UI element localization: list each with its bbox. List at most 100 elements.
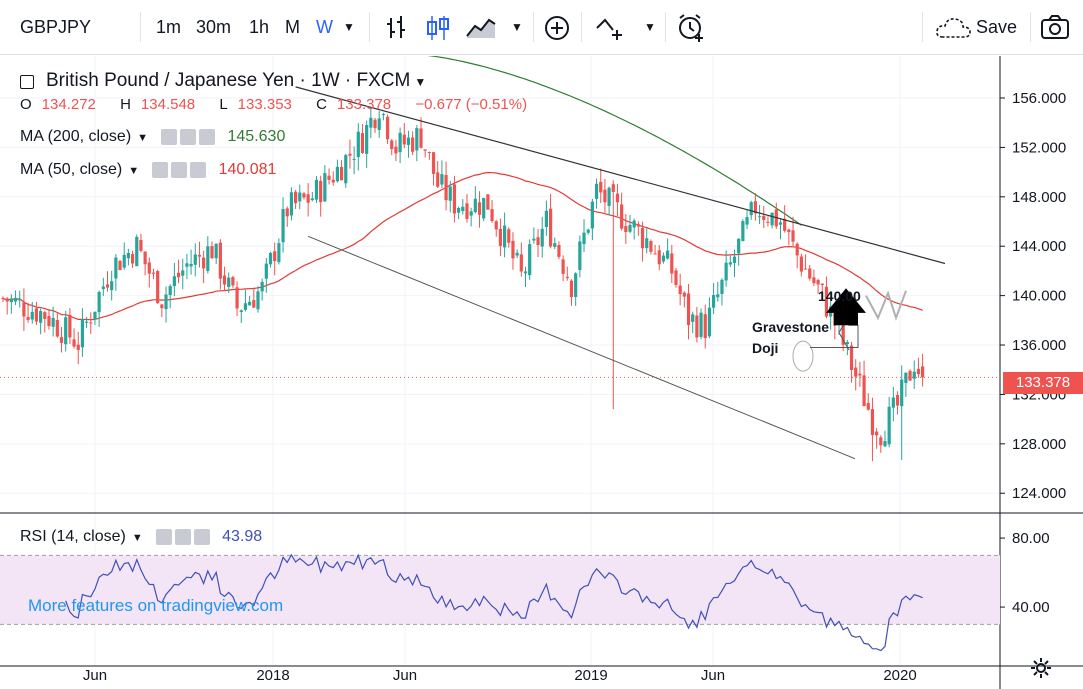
camera-icon[interactable] xyxy=(1040,14,1070,40)
interval-30m[interactable]: 30m xyxy=(196,17,232,37)
candle-body xyxy=(64,317,68,345)
candle-body xyxy=(381,114,385,116)
interval-1h[interactable]: 1h xyxy=(249,17,270,37)
interval-week[interactable]: W xyxy=(316,17,333,37)
compare-dropdown-icon[interactable]: ▼ xyxy=(644,20,656,34)
add-indicator-icon[interactable] xyxy=(543,14,571,42)
candle-body xyxy=(365,124,369,154)
gear-icon[interactable] xyxy=(171,161,188,178)
eye-icon[interactable] xyxy=(152,161,169,178)
collapse-legend-icon[interactable] xyxy=(20,74,34,89)
chart-title: British Pound / Japanese Yen · 1W · FXCM xyxy=(46,70,411,91)
candle-body xyxy=(912,371,916,379)
candle-body xyxy=(603,189,607,203)
ma50-dropdown-icon[interactable]: ▼ xyxy=(128,165,140,177)
candle-body xyxy=(243,303,248,310)
rsi-label: RSI (14, close) xyxy=(20,528,126,545)
chart-style-dropdown-icon[interactable]: ▼ xyxy=(511,20,523,34)
candle-body xyxy=(356,131,360,158)
last-price-label: 133.378 xyxy=(1003,372,1083,394)
candle-body xyxy=(222,275,227,285)
candle-body xyxy=(319,180,323,203)
candle-body xyxy=(540,228,544,247)
promo-link[interactable]: More features on tradingview.com xyxy=(28,596,284,615)
legend-dropdown-icon[interactable]: ▼ xyxy=(414,75,427,89)
candle-body xyxy=(879,437,883,446)
candle-body xyxy=(151,272,156,274)
price-axis-label: 148.000 xyxy=(1012,189,1066,206)
candle-body xyxy=(264,263,268,279)
candle-body xyxy=(661,255,666,262)
symbol-search[interactable]: GBPJPY xyxy=(20,17,92,37)
candle-body xyxy=(402,134,406,145)
candle-body xyxy=(327,175,331,180)
candle-body xyxy=(302,193,306,198)
ma200-label: MA (200, close) xyxy=(20,128,132,145)
candle-body xyxy=(753,201,757,214)
toolbar-divider xyxy=(581,12,582,42)
candle-body xyxy=(156,271,160,304)
candle-body xyxy=(436,172,440,187)
close-icon[interactable] xyxy=(190,161,207,178)
close-icon[interactable] xyxy=(199,128,216,145)
candle-body xyxy=(118,260,122,271)
price-chart[interactable]: 124.000128.000132.000136.000140.000144.0… xyxy=(0,56,1083,689)
candle-body xyxy=(900,379,904,407)
interval-month[interactable]: M xyxy=(285,17,300,37)
candle-body xyxy=(218,242,222,279)
price-axis-label: 140.000 xyxy=(1012,288,1066,305)
area-style-icon[interactable] xyxy=(465,14,499,42)
candle-body xyxy=(712,294,716,308)
price-axis-label: 136.000 xyxy=(1012,337,1066,354)
candle-body xyxy=(594,183,599,199)
bars-style-icon[interactable] xyxy=(385,14,413,42)
time-axis-label: Jun xyxy=(393,667,417,684)
eye-icon[interactable] xyxy=(155,528,172,545)
cloud-icon[interactable] xyxy=(935,15,973,41)
candle-body xyxy=(891,397,895,408)
candle-body xyxy=(143,251,147,265)
gear-icon[interactable] xyxy=(174,528,191,545)
alert-clock-icon[interactable] xyxy=(675,12,707,44)
candle-body xyxy=(862,375,866,407)
settings-gear-icon[interactable] xyxy=(1030,657,1052,679)
candle-body xyxy=(582,232,586,245)
candle-body xyxy=(486,194,490,210)
close-label: C xyxy=(316,96,327,113)
candle-body xyxy=(908,370,912,381)
candle-body xyxy=(89,322,93,324)
gear-icon[interactable] xyxy=(180,128,197,145)
projected-zigzag xyxy=(865,290,907,321)
candle-body xyxy=(703,314,707,339)
eye-icon[interactable] xyxy=(161,128,178,145)
candle-body xyxy=(373,119,377,129)
candle-body xyxy=(30,311,34,320)
compare-icon[interactable] xyxy=(595,14,629,42)
doji-highlight-circle xyxy=(792,340,814,372)
candle-body xyxy=(737,238,741,254)
save-button[interactable]: Save xyxy=(976,17,1018,37)
candle-body xyxy=(85,321,89,323)
chart-legend: British Pound / Japanese Yen · 1W · FXCM… xyxy=(20,70,426,92)
ma50-legend[interactable]: MA (50, close) ▼ 140.081 xyxy=(20,161,276,179)
candle-body xyxy=(168,286,172,296)
close-icon[interactable] xyxy=(193,528,210,545)
rsi-legend[interactable]: RSI (14, close) ▼ 43.98 xyxy=(20,528,262,546)
candle-body xyxy=(239,310,243,312)
candle-body xyxy=(511,240,515,259)
candle-body xyxy=(130,254,135,264)
candle-body xyxy=(68,314,72,338)
interval-dropdown-icon[interactable]: ▼ xyxy=(343,20,355,34)
ma200-legend[interactable]: MA (200, close) ▼ 145.630 xyxy=(20,128,285,146)
toolbar-divider xyxy=(369,12,370,42)
candles-style-icon[interactable] xyxy=(425,14,453,42)
interval-1m[interactable]: 1m xyxy=(156,17,182,37)
candle-body xyxy=(260,281,264,292)
rsi-dropdown-icon[interactable]: ▼ xyxy=(131,532,143,544)
candle-body xyxy=(135,236,139,267)
price-axis-label: 152.000 xyxy=(1012,139,1066,156)
candle-body xyxy=(611,184,615,192)
candle-body xyxy=(523,271,528,274)
candle-body xyxy=(632,220,636,228)
ma200-dropdown-icon[interactable]: ▼ xyxy=(137,132,149,144)
